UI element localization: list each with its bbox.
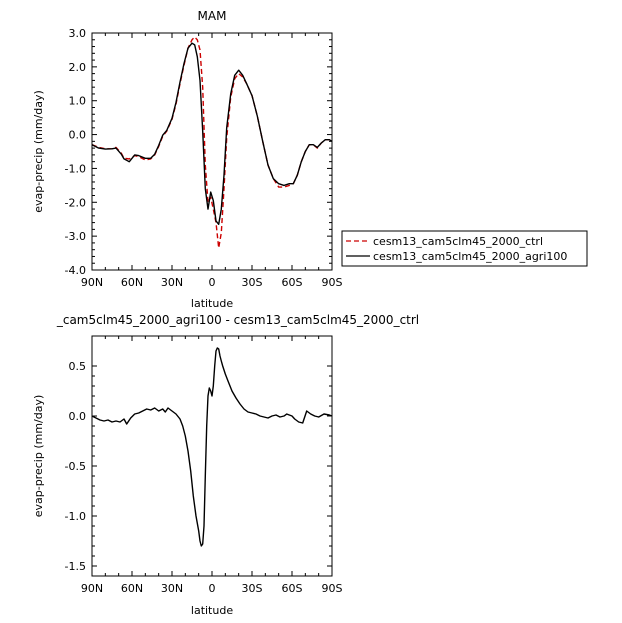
panel1-x-tick-label: 90N <box>81 276 103 289</box>
panel2-y-tick-label: 0.0 <box>69 410 87 423</box>
panel2-y-tick-label: -1.0 <box>65 510 86 523</box>
panel2-ticks: 90N 60N 30N 0 30S 60S 90S 0.5 0.0 -0.5 -1.0 -1.5 <box>65 336 343 595</box>
panel2-x-tick-label: 90N <box>81 582 103 595</box>
panel1-series-line-0 <box>91 36 333 249</box>
panel2-x-tick-label: 0 <box>209 582 216 595</box>
panel2-series <box>91 347 333 547</box>
panel1-y-tick-label: 3.0 <box>69 27 87 40</box>
panel2-x-tick-label: 60N <box>121 582 143 595</box>
panel2-x-tick-label: 90S <box>322 582 343 595</box>
panel2-x-tick-label: 60S <box>282 582 303 595</box>
panel1-x-tick-label: 60N <box>121 276 143 289</box>
panel2-x-tick-label: 30S <box>242 582 263 595</box>
panel1-y-tick-label: -3.0 <box>65 230 86 243</box>
panel1-series-line-1 <box>91 42 333 226</box>
legend: cesm13_cam5clm45_2000_ctrl cesm13_cam5cl… <box>341 230 588 267</box>
panel1-title: MAM <box>198 9 227 23</box>
panel2-y-tick-label: -0.5 <box>65 460 86 473</box>
panel1-y-tick-label: 2.0 <box>69 61 87 74</box>
panel2-plot-frame <box>91 335 333 577</box>
panel1-y-tick-label: -2.0 <box>65 196 86 209</box>
panel2-series-line-0 <box>91 347 333 547</box>
panel2-y-axis-label: evap-precip (mm/day) <box>32 395 45 518</box>
panel1-x-axis-label: latitude <box>191 297 233 310</box>
legend-box <box>341 230 588 267</box>
panel1-x-tick-label: 60S <box>282 276 303 289</box>
panel2-y-tick-label: -1.5 <box>65 560 86 573</box>
panel1-ticks: 90N 60N 30N 0 30S 60S 90S 3.0 2.0 1.0 0.0 -1.0 -2.0 -… <box>65 27 343 289</box>
panel1-y-axis-label: evap-precip (mm/day) <box>32 90 45 213</box>
legend-label-agri100: cesm13_cam5clm45_2000_agri100 <box>373 250 567 263</box>
panel2-title: _cam5clm45_2000_agri100 - cesm13_cam5clm… <box>56 313 419 327</box>
panel1-y-tick-label: -4.0 <box>65 264 86 277</box>
panel1-y-tick-label: 1.0 <box>69 95 87 108</box>
panel1-series <box>91 36 333 249</box>
panel1-x-tick-label: 0 <box>209 276 216 289</box>
panel1-plot-frame <box>91 32 333 271</box>
panel2-x-axis-label: latitude <box>191 604 233 617</box>
panel1-y-tick-label: -1.0 <box>65 162 86 175</box>
legend-label-ctrl: cesm13_cam5clm45_2000_ctrl <box>373 235 543 248</box>
panel1-x-tick-label: 30S <box>242 276 263 289</box>
panel1-x-tick-label: 30N <box>161 276 183 289</box>
panel2-y-tick-label: 0.5 <box>69 360 87 373</box>
panel1-y-tick-label: 0.0 <box>69 129 87 142</box>
panel1-x-tick-label: 90S <box>322 276 343 289</box>
panel2-x-tick-label: 30N <box>161 582 183 595</box>
